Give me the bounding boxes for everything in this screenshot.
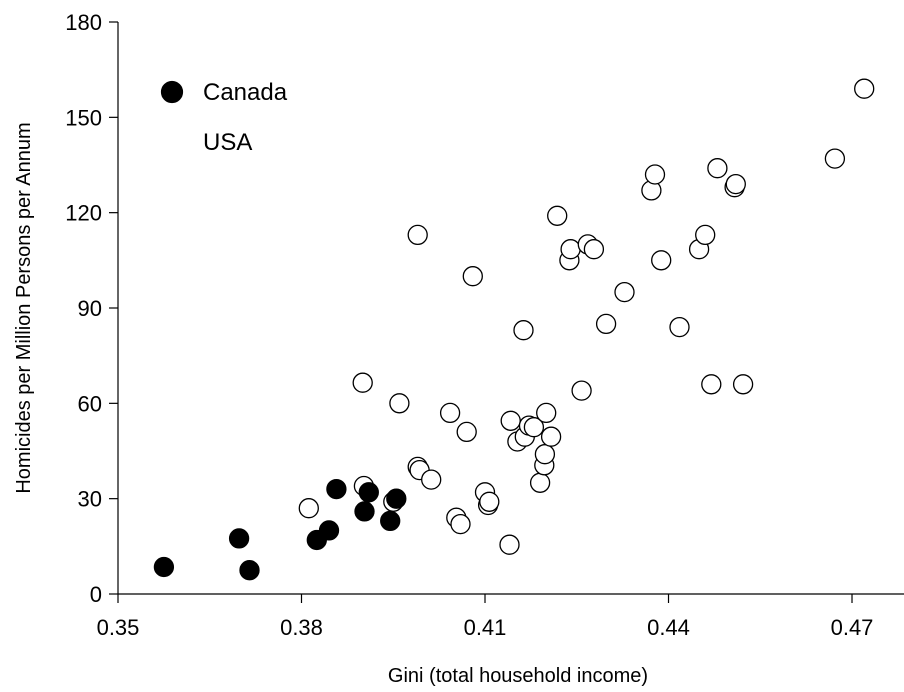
- usa-point: [500, 410, 521, 431]
- usa-point: [732, 374, 754, 395]
- usa-point: [298, 498, 319, 519]
- y-tick-label: 120: [65, 201, 102, 226]
- legend-label-canada: Canada: [203, 79, 288, 106]
- x-tick-label: 0.44: [647, 615, 690, 640]
- y-tick-label: 150: [65, 105, 102, 130]
- usa-point: [854, 78, 875, 99]
- usa-point: [707, 158, 728, 179]
- y-tick-label: 180: [65, 10, 102, 35]
- canada-point: [354, 501, 375, 522]
- usa-point: [513, 320, 534, 341]
- y-tick-label: 90: [78, 296, 102, 321]
- usa-point: [614, 281, 635, 303]
- series-usa: [298, 78, 875, 555]
- legend: Canada USA: [160, 79, 288, 156]
- usa-point: [407, 224, 428, 246]
- canada-point: [326, 478, 347, 500]
- y-axis-title: Homicides per Million Persons per Annum: [13, 122, 35, 493]
- y-tick-label: 0: [90, 582, 102, 607]
- usa-point: [595, 313, 617, 335]
- usa-point: [695, 224, 716, 246]
- usa-point: [651, 250, 672, 271]
- canada-point: [358, 482, 379, 503]
- x-tick-label: 0.35: [97, 615, 140, 640]
- usa-point: [583, 239, 605, 260]
- usa-point: [701, 374, 722, 395]
- usa-point: [389, 393, 410, 414]
- x-tick-label: 0.47: [831, 615, 874, 640]
- canada-point: [386, 488, 407, 509]
- canada-point: [228, 528, 250, 549]
- x-tick-label: 0.38: [280, 615, 323, 640]
- legend-label-usa: USA: [203, 129, 252, 156]
- usa-point: [529, 472, 551, 493]
- canada-point: [380, 510, 401, 532]
- usa-point: [536, 402, 557, 424]
- usa-point: [456, 421, 477, 443]
- y-ticks: 0 30 60 90 120 150 180: [65, 10, 118, 607]
- legend-marker-canada: [160, 80, 184, 104]
- usa-point: [352, 372, 373, 393]
- usa-point: [523, 417, 545, 438]
- usa-point: [499, 534, 520, 555]
- usa-point: [540, 426, 562, 447]
- x-tick-label: 0.41: [464, 615, 507, 640]
- usa-point: [669, 316, 690, 338]
- usa-point: [571, 380, 592, 401]
- usa-point: [421, 469, 442, 490]
- usa-point: [439, 402, 461, 424]
- x-axis-title: Gini (total household income): [388, 665, 648, 687]
- usa-point: [462, 266, 483, 287]
- x-ticks: 0.35 0.38 0.41 0.44 0.47: [97, 594, 874, 640]
- canada-point: [153, 556, 175, 578]
- axes: [117, 22, 904, 595]
- usa-point: [479, 491, 500, 512]
- usa-point: [547, 205, 568, 226]
- y-tick-label: 60: [78, 391, 102, 416]
- series-canada: [153, 478, 407, 581]
- usa-point: [725, 173, 746, 195]
- data-points: [153, 78, 875, 581]
- canada-point: [239, 560, 260, 581]
- usa-point: [824, 148, 846, 169]
- y-tick-label: 30: [78, 487, 102, 512]
- usa-point: [450, 513, 471, 535]
- usa-point: [534, 444, 556, 465]
- canada-point: [318, 520, 340, 541]
- usa-point: [644, 164, 666, 185]
- usa-point: [560, 239, 581, 260]
